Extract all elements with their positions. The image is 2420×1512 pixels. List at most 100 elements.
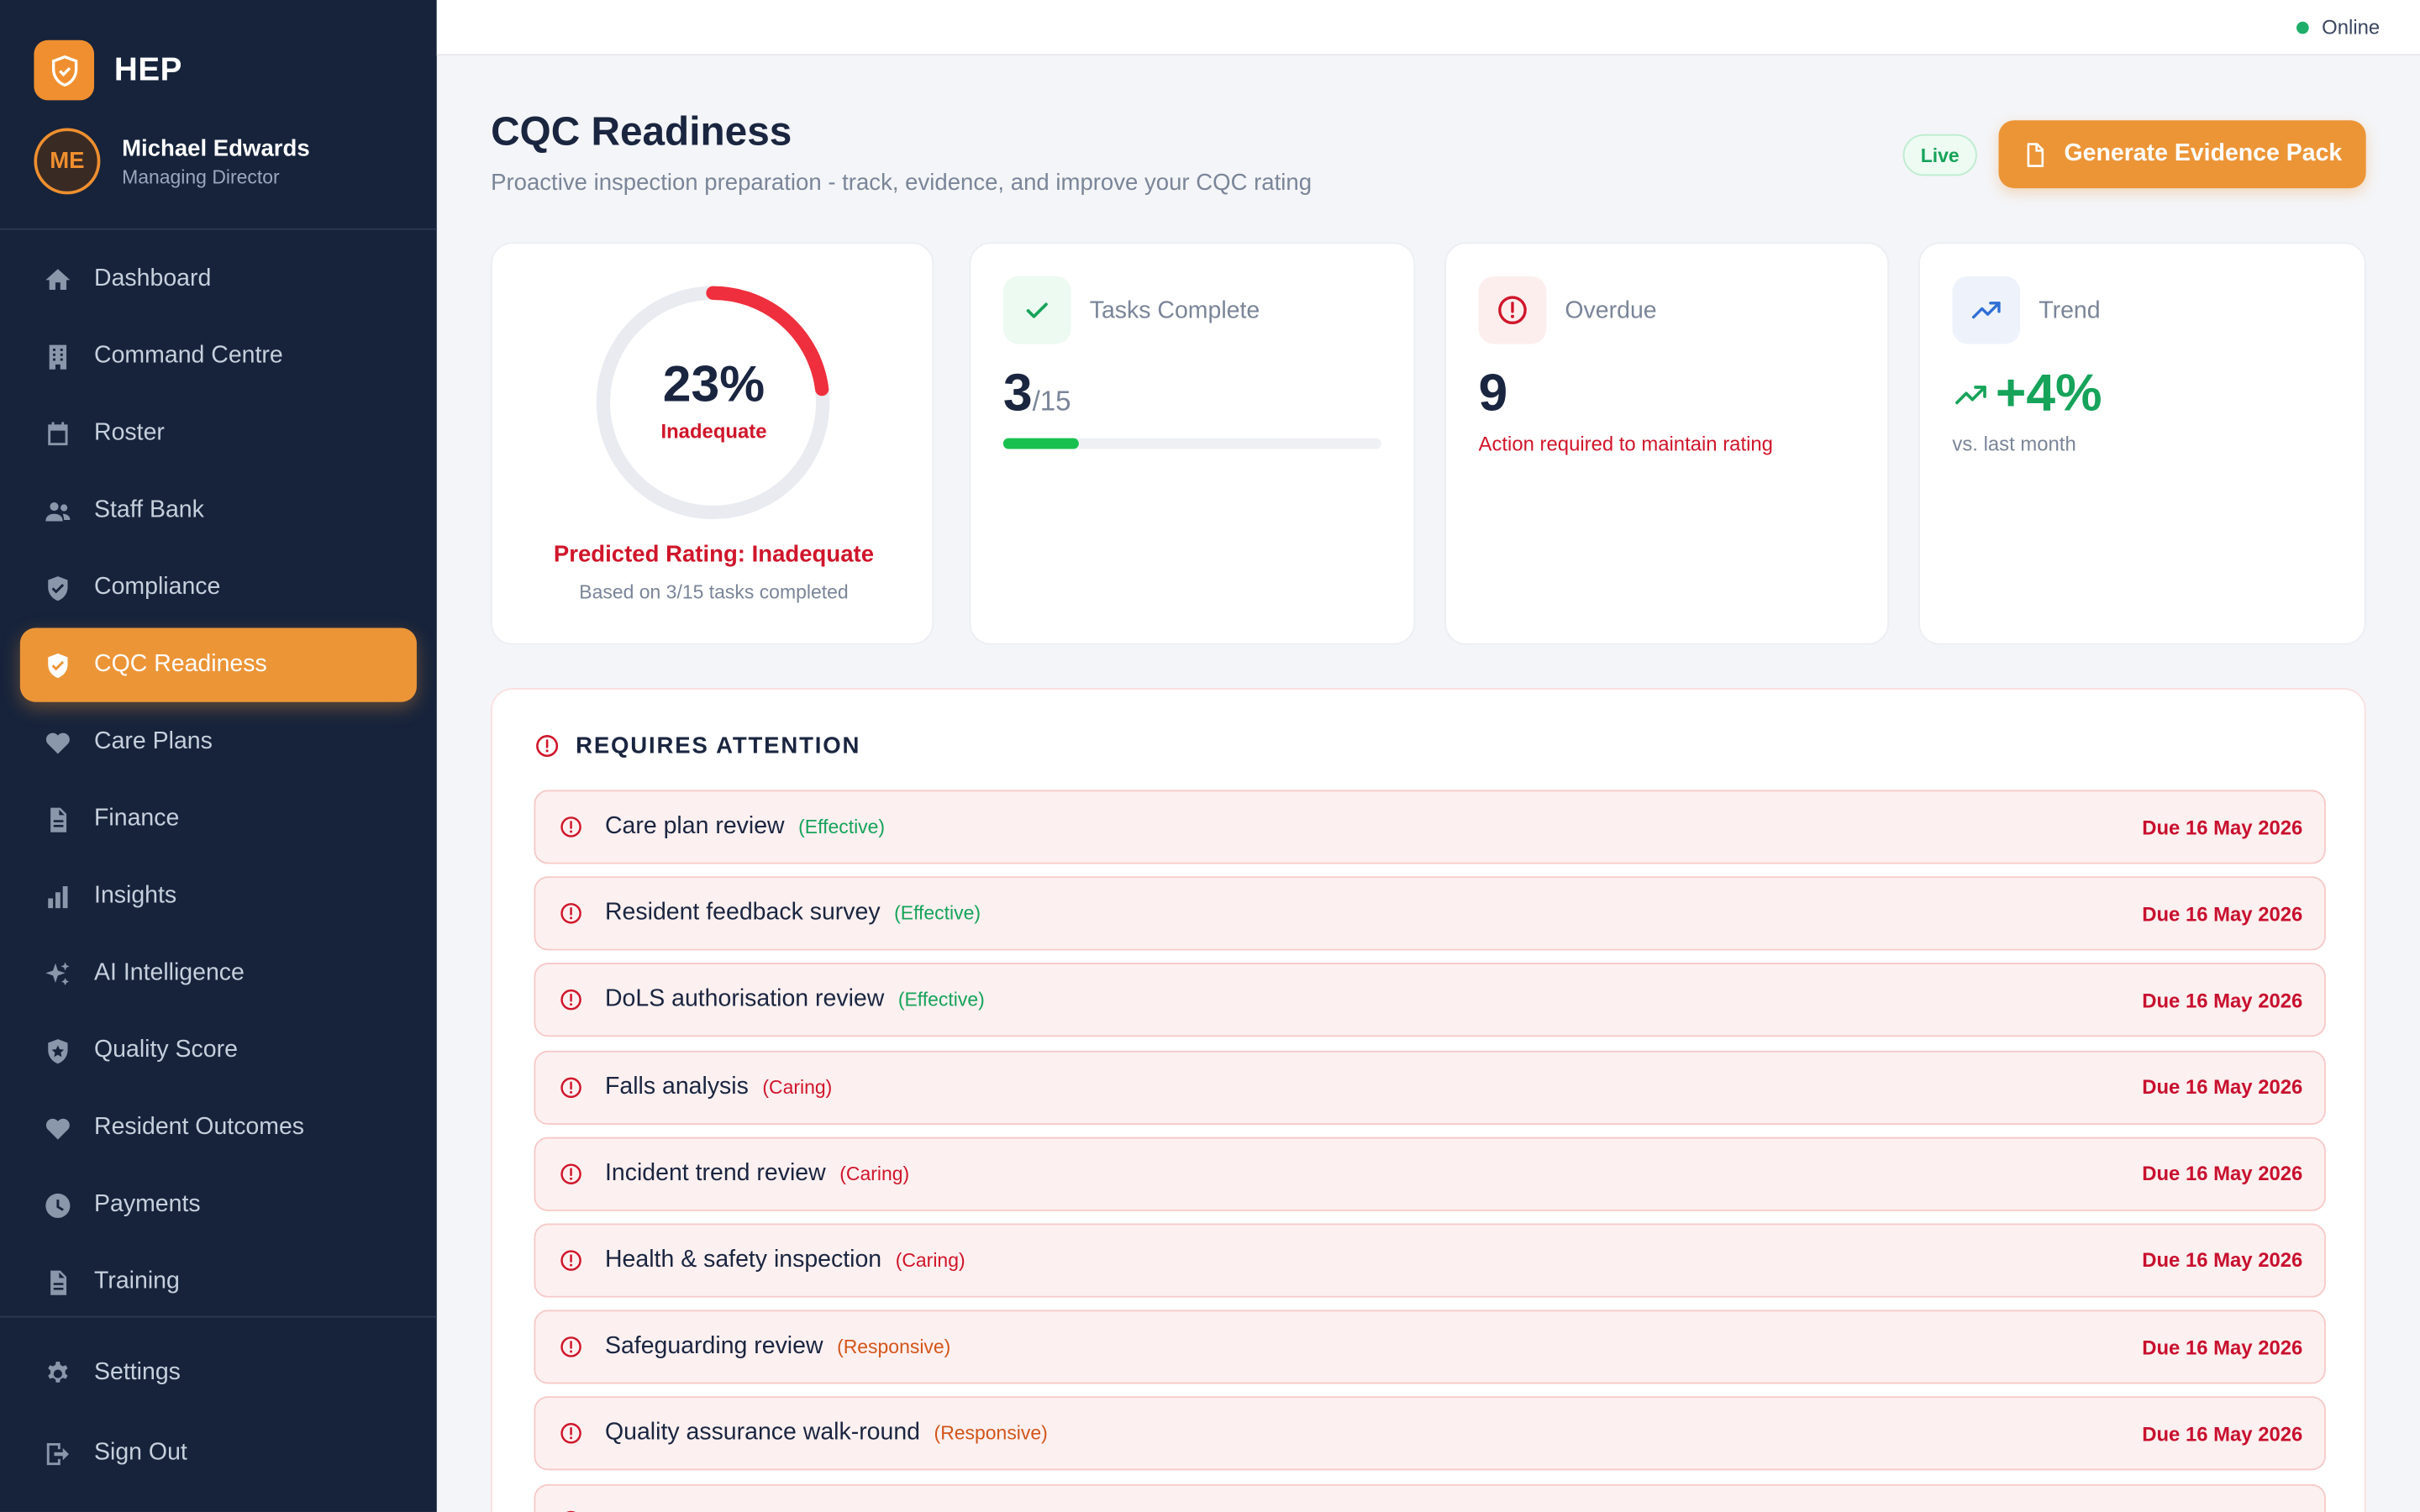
trend-card: Trend +4% vs. last month — [1918, 242, 2366, 645]
live-badge: Live — [1902, 134, 1977, 176]
page-title: CQC Readiness — [491, 108, 792, 155]
sidebar-item-cqc-readiness[interactable]: CQC Readiness — [19, 627, 417, 702]
brand[interactable]: HEP — [34, 39, 182, 101]
attention-item-due-date: Due 16 May 2026 — [2142, 1335, 2303, 1359]
attention-item-category: (Effective) — [894, 902, 981, 925]
attention-item[interactable] — [534, 1483, 2326, 1512]
trend-value-row: +4% — [1952, 364, 2102, 424]
alert-circle-icon — [559, 1421, 583, 1446]
shield-star-icon — [42, 1035, 73, 1066]
avatar: ME — [34, 128, 101, 195]
attention-item[interactable]: Quality assurance walk-round (Responsive)… — [534, 1396, 2326, 1471]
attention-item[interactable]: Falls analysis (Caring) Due 16 May 2026 — [534, 1049, 2326, 1125]
generate-button-label: Generate Evidence Pack — [2064, 140, 2343, 167]
overdue-note: Action required to maintain rating — [1478, 432, 1773, 455]
tasks-progress-bar — [1002, 438, 1381, 449]
sidebar-item-label: Dashboard — [94, 265, 212, 292]
attention-item[interactable]: Resident feedback survey (Effective) Due 1… — [534, 876, 2326, 951]
shield-check-icon — [42, 649, 73, 680]
attention-item-category: (Responsive) — [837, 1336, 951, 1358]
attention-item[interactable]: Care plan review (Effective) Due 16 May 20… — [534, 790, 2326, 864]
trend-value: +4% — [1995, 364, 2102, 423]
attention-item[interactable]: DoLS authorisation review (Effective) Due … — [534, 963, 2326, 1037]
sidebar-item-label: AI Intelligence — [94, 959, 245, 986]
sidebar-item-payments[interactable]: Payments — [20, 1168, 417, 1242]
sparkles-icon — [42, 958, 73, 990]
alert-circle-icon — [559, 1248, 583, 1273]
trending-up-icon — [1952, 276, 2021, 344]
alert-circle-icon — [559, 1508, 583, 1512]
trend-title: Trend — [2039, 297, 2101, 324]
sidebar-item-label: Settings — [94, 1359, 181, 1386]
sidebar-item-label: Compliance — [94, 574, 221, 601]
requires-attention-title: REQUIRES ATTENTION — [576, 732, 861, 759]
sidebar-item-care-plans[interactable]: Care Plans — [20, 705, 417, 779]
alert-circle-icon — [559, 1162, 583, 1186]
sidebar-item-label: Quality Score — [94, 1037, 238, 1063]
sign-out-icon — [42, 1438, 73, 1469]
sidebar-nav: Dashboard Command Centre Roster Staff Ba… — [19, 242, 417, 1322]
readiness-percent: 23% — [662, 354, 765, 412]
attention-item-title: Quality assurance walk-round — [604, 1420, 921, 1446]
status-dot-icon — [2296, 20, 2310, 34]
tasks-progress-fill — [1002, 438, 1079, 449]
attention-list: Care plan review (Effective) Due 16 May 20… — [534, 790, 2326, 1512]
sidebar-item-command-centre[interactable]: Command Centre — [20, 319, 417, 393]
trend-note: vs. last month — [1952, 432, 2076, 455]
tasks-complete-card: Tasks Complete 3/15 — [969, 242, 1416, 645]
alert-circle-icon — [559, 988, 583, 1012]
document-icon — [42, 804, 73, 835]
sidebar-divider — [0, 1315, 437, 1318]
attention-item-due-date: Due 16 May 2026 — [2142, 1422, 2303, 1446]
shield-check-icon — [42, 572, 73, 603]
requires-attention-heading: REQUIRES ATTENTION — [534, 732, 860, 759]
sidebar-item-ai-intelligence[interactable]: AI Intelligence — [20, 937, 417, 1011]
alert-circle-icon — [559, 1335, 583, 1359]
sidebar-bottom-nav: Settings Sign Out — [20, 1336, 417, 1497]
sidebar-item-label: Care Plans — [94, 727, 213, 755]
status-label: Online — [2322, 15, 2381, 39]
tasks-count: 3/15 — [1003, 364, 1071, 424]
predicted-rating-basis: Based on 3/15 tasks completed — [579, 581, 849, 604]
tasks-total: /15 — [1032, 386, 1071, 417]
sidebar-item-finance[interactable]: Finance — [20, 782, 417, 856]
predicted-rating: Predicted Rating: Inadequate — [553, 541, 875, 568]
attention-item[interactable]: Incident trend review (Caring) Due 16 May … — [534, 1137, 2326, 1211]
sidebar-item-dashboard[interactable]: Dashboard — [20, 242, 417, 316]
gear-icon — [42, 1357, 73, 1389]
attention-item[interactable]: Health & safety inspection (Caring) Due 16… — [534, 1223, 2326, 1298]
document-icon — [42, 1267, 73, 1298]
sidebar-item-resident-outcomes[interactable]: Resident Outcomes — [20, 1091, 417, 1165]
bar-chart-icon — [42, 881, 73, 912]
tasks-title: Tasks Complete — [1089, 297, 1260, 324]
sidebar-item-staff-bank[interactable]: Staff Bank — [20, 474, 417, 548]
sidebar-item-sign-out[interactable]: Sign Out — [20, 1416, 417, 1490]
sidebar-item-label: Resident Outcomes — [94, 1114, 305, 1141]
trending-up-icon — [1955, 385, 1986, 404]
generate-evidence-pack-button[interactable]: Generate Evidence Pack — [1998, 120, 2366, 189]
readiness-gauge-card: 23% Inadequate Predicted Rating: Inadequ… — [491, 242, 934, 645]
attention-item-category: (Responsive) — [934, 1423, 1048, 1445]
top-bar: Online — [436, 0, 2420, 56]
user-profile[interactable]: ME Michael Edwards Managing Director — [34, 128, 310, 195]
document-icon — [2028, 142, 2044, 166]
sidebar-item-training[interactable]: Training — [20, 1245, 417, 1319]
attention-item-due-date: Due 16 May 2026 — [2142, 1075, 2303, 1099]
sidebar-item-label: Sign Out — [94, 1439, 187, 1466]
attention-item[interactable]: Safeguarding review (Responsive) Due 16 Ma… — [534, 1310, 2326, 1384]
sidebar-item-insights[interactable]: Insights — [20, 859, 417, 933]
sidebar-item-roster[interactable]: Roster — [20, 396, 417, 470]
clock-icon — [42, 1189, 73, 1221]
people-icon — [42, 496, 73, 527]
sidebar-item-label: CQC Readiness — [94, 651, 267, 678]
attention-item-due-date: Due 16 May 2026 — [2142, 1248, 2303, 1273]
requires-attention-panel: REQUIRES ATTENTION Care plan review (Effe… — [491, 688, 2366, 1512]
heart-icon — [42, 727, 73, 758]
sidebar-item-compliance[interactable]: Compliance — [20, 551, 417, 625]
sidebar-item-quality-score[interactable]: Quality Score — [20, 1014, 417, 1088]
attention-item-title: Safeguarding review — [604, 1333, 823, 1360]
sidebar-divider — [0, 228, 437, 230]
sidebar-item-settings[interactable]: Settings — [20, 1336, 417, 1410]
gauge-fill — [596, 286, 830, 520]
